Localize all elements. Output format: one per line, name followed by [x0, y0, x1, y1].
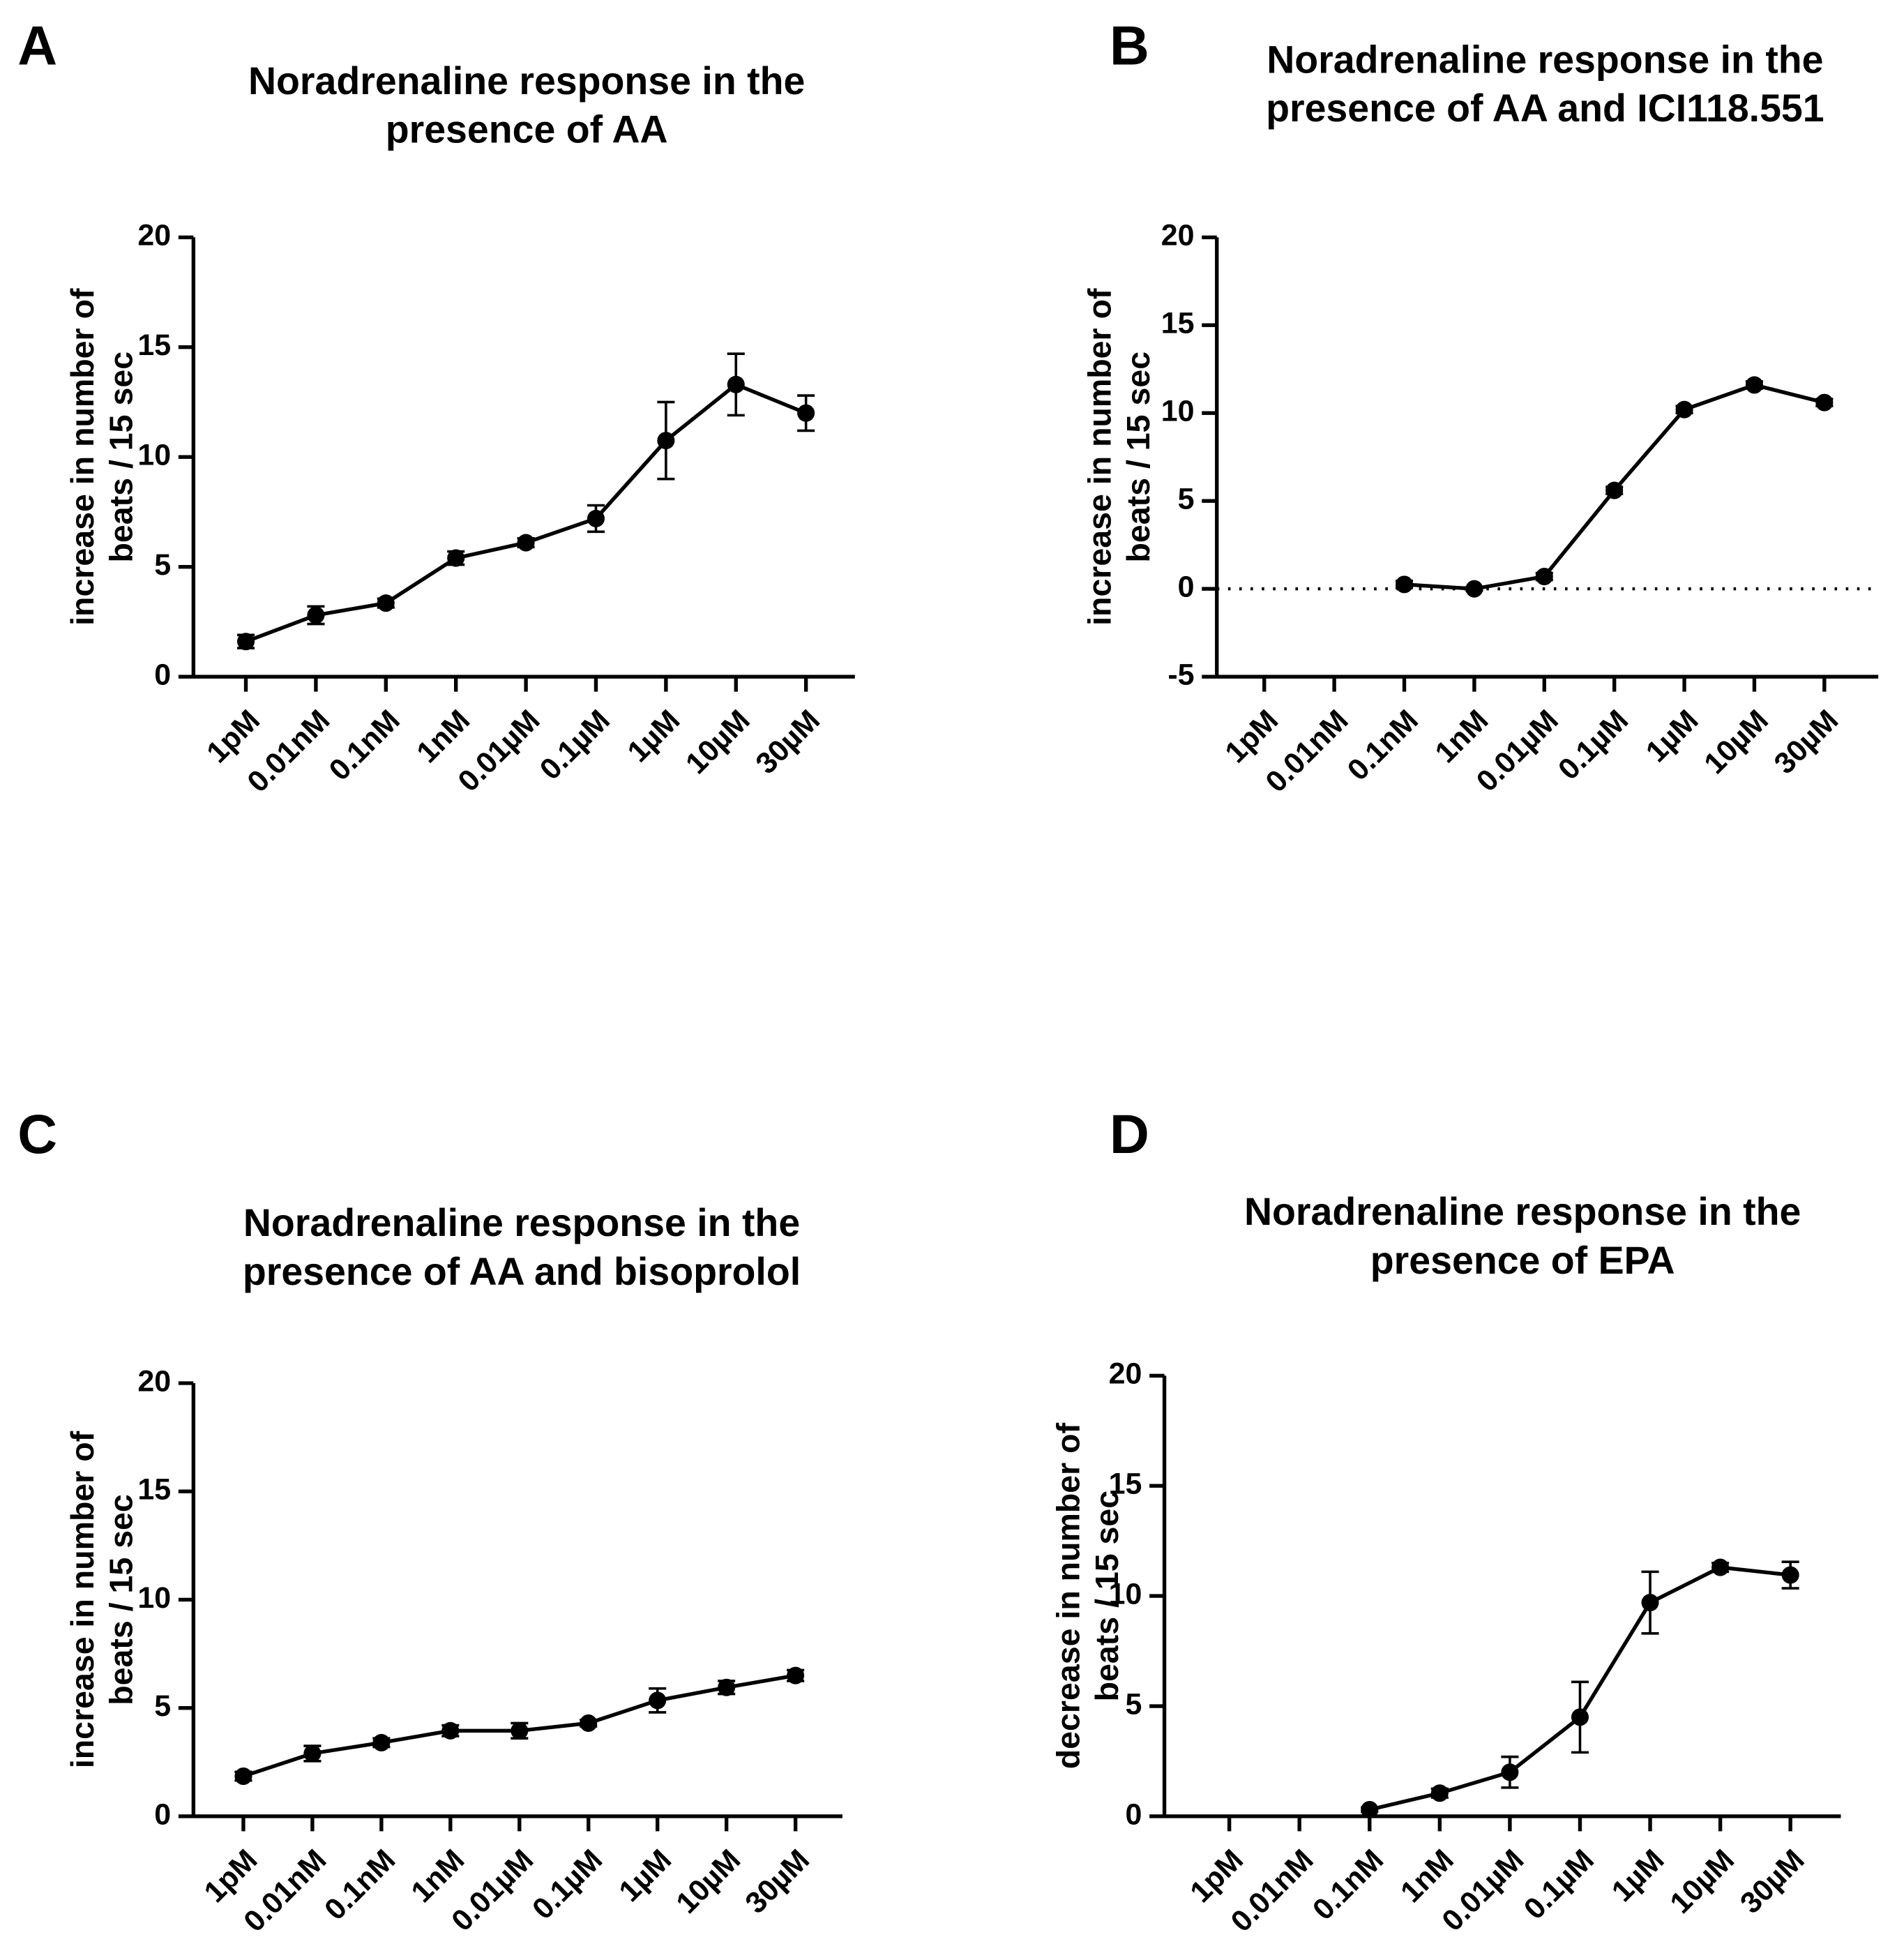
x-tick-label: 0.1nM	[1306, 1843, 1390, 1927]
chart-title: presence of AA and bisoprolol	[243, 1250, 801, 1293]
y-tick-label: 10	[137, 1581, 171, 1615]
data-point	[447, 549, 465, 567]
y-axis-label: increase in number of	[64, 288, 100, 626]
data-point	[303, 1744, 322, 1763]
y-tick-label: 5	[1178, 483, 1195, 516]
data-point	[1711, 1558, 1730, 1576]
chart-title: Noradrenaline response in the	[1267, 38, 1823, 81]
x-tick-label: 30µM	[750, 704, 827, 781]
data-point	[1361, 1800, 1379, 1818]
y-tick-label: 20	[1109, 1357, 1142, 1391]
x-tick-label: 0.1µM	[534, 704, 617, 787]
data-point	[657, 432, 675, 450]
chart-panel: B Noradrenaline response in the presence o…	[1081, 15, 1879, 799]
x-tick-label: 10µM	[1698, 704, 1775, 781]
x-tick-label: 1µM	[1605, 1843, 1671, 1908]
data-point	[511, 1721, 529, 1740]
data-point	[1605, 481, 1624, 499]
data-point	[587, 509, 605, 527]
data-point	[1501, 1763, 1519, 1781]
chart-title: Noradrenaline response in the	[1244, 1190, 1801, 1233]
y-axis-label: increase in number of	[64, 1431, 100, 1768]
data-point	[307, 606, 325, 624]
data-point	[1571, 1708, 1589, 1726]
chart-panel: C Noradrenaline response in the presence o…	[17, 1103, 842, 1938]
y-tick-label: 20	[1161, 219, 1195, 252]
data-line	[245, 382, 807, 644]
y-axis-label: beats / 15 sec	[1120, 352, 1156, 563]
y-axis-label: beats / 15 sec	[103, 352, 139, 563]
y-tick-label: 5	[154, 1689, 171, 1723]
y-axis-label: increase in number of	[1081, 288, 1117, 626]
panel-letter: B	[1110, 15, 1149, 77]
data-point	[797, 404, 815, 422]
data-point	[234, 1767, 252, 1786]
x-tick-label: 1µM	[621, 704, 687, 769]
chart-title: presence of AA and ICI118.551	[1266, 86, 1824, 130]
y-tick-label: 0	[154, 1797, 171, 1831]
y-tick-label: 10	[1161, 395, 1195, 428]
data-point	[649, 1691, 667, 1710]
x-tick-label: 10µM	[1664, 1843, 1741, 1920]
x-tick-label: 0.1nM	[323, 704, 407, 787]
y-tick-label: 15	[1161, 307, 1195, 340]
y-axis-label: beats / 15 sec	[103, 1494, 139, 1705]
x-tick-label: 1µM	[612, 1843, 678, 1908]
x-tick-label: 10µM	[670, 1843, 748, 1920]
data-point	[441, 1721, 460, 1740]
y-tick-label: 10	[137, 439, 171, 472]
chart-title: Noradrenaline response in the	[248, 59, 805, 103]
x-tick-label: 0.1µM	[1518, 1843, 1601, 1926]
x-tick-label: 0.1µM	[526, 1843, 609, 1926]
panel-letter: A	[17, 15, 57, 77]
x-tick-label: 30µM	[1734, 1843, 1811, 1920]
x-tick-label: 0.1µM	[1552, 704, 1635, 787]
data-point	[1745, 376, 1763, 394]
data-point	[377, 594, 395, 612]
x-tick-label: 30µM	[739, 1843, 817, 1920]
data-point	[1781, 1566, 1799, 1584]
chart-panel: A Noradrenaline response in the presence o…	[17, 15, 855, 799]
y-tick-label: 20	[137, 1364, 171, 1398]
data-point	[718, 1678, 736, 1696]
data-point	[1430, 1784, 1449, 1802]
chart-title: presence of EPA	[1370, 1239, 1675, 1282]
x-tick-label: 0.1nM	[318, 1843, 402, 1927]
chart-title: Noradrenaline response in the	[243, 1201, 800, 1244]
y-axis-label: decrease in number of	[1050, 1422, 1087, 1769]
y-tick-label: 10	[1109, 1577, 1142, 1611]
panel-letter: C	[17, 1103, 57, 1165]
data-point	[1675, 400, 1693, 419]
chart-panel: D Noradrenaline response in the presence o…	[1050, 1103, 1841, 1938]
data-point	[1535, 568, 1553, 586]
y-tick-label: 5	[154, 548, 171, 582]
data-point	[372, 1733, 391, 1751]
data-point	[517, 534, 535, 552]
y-tick-label: 0	[1125, 1797, 1142, 1831]
data-point	[1465, 580, 1483, 598]
data-point	[1815, 393, 1834, 412]
panel-letter: D	[1110, 1103, 1149, 1165]
y-tick-label: 0	[1178, 571, 1195, 604]
y-tick-label: 15	[137, 329, 171, 362]
y-tick-label: 0	[154, 658, 171, 692]
y-tick-label: -5	[1167, 658, 1194, 692]
y-tick-label: 5	[1125, 1687, 1142, 1721]
data-point	[727, 375, 745, 393]
data-point	[237, 633, 255, 651]
x-tick-label: 0.1nM	[1341, 704, 1425, 787]
data-point	[580, 1714, 598, 1732]
data-point	[1395, 575, 1414, 594]
y-tick-label: 15	[137, 1473, 171, 1507]
data-point	[787, 1666, 805, 1684]
y-tick-label: 20	[137, 219, 171, 252]
data-point	[1641, 1594, 1659, 1612]
y-axis-label: beats / 15 sec	[1089, 1491, 1125, 1702]
x-tick-label: 10µM	[679, 704, 757, 781]
x-tick-label: 1µM	[1640, 704, 1705, 769]
x-tick-label: 30µM	[1768, 704, 1845, 781]
chart-title: presence of AA	[386, 108, 668, 151]
y-tick-label: 15	[1109, 1468, 1142, 1501]
